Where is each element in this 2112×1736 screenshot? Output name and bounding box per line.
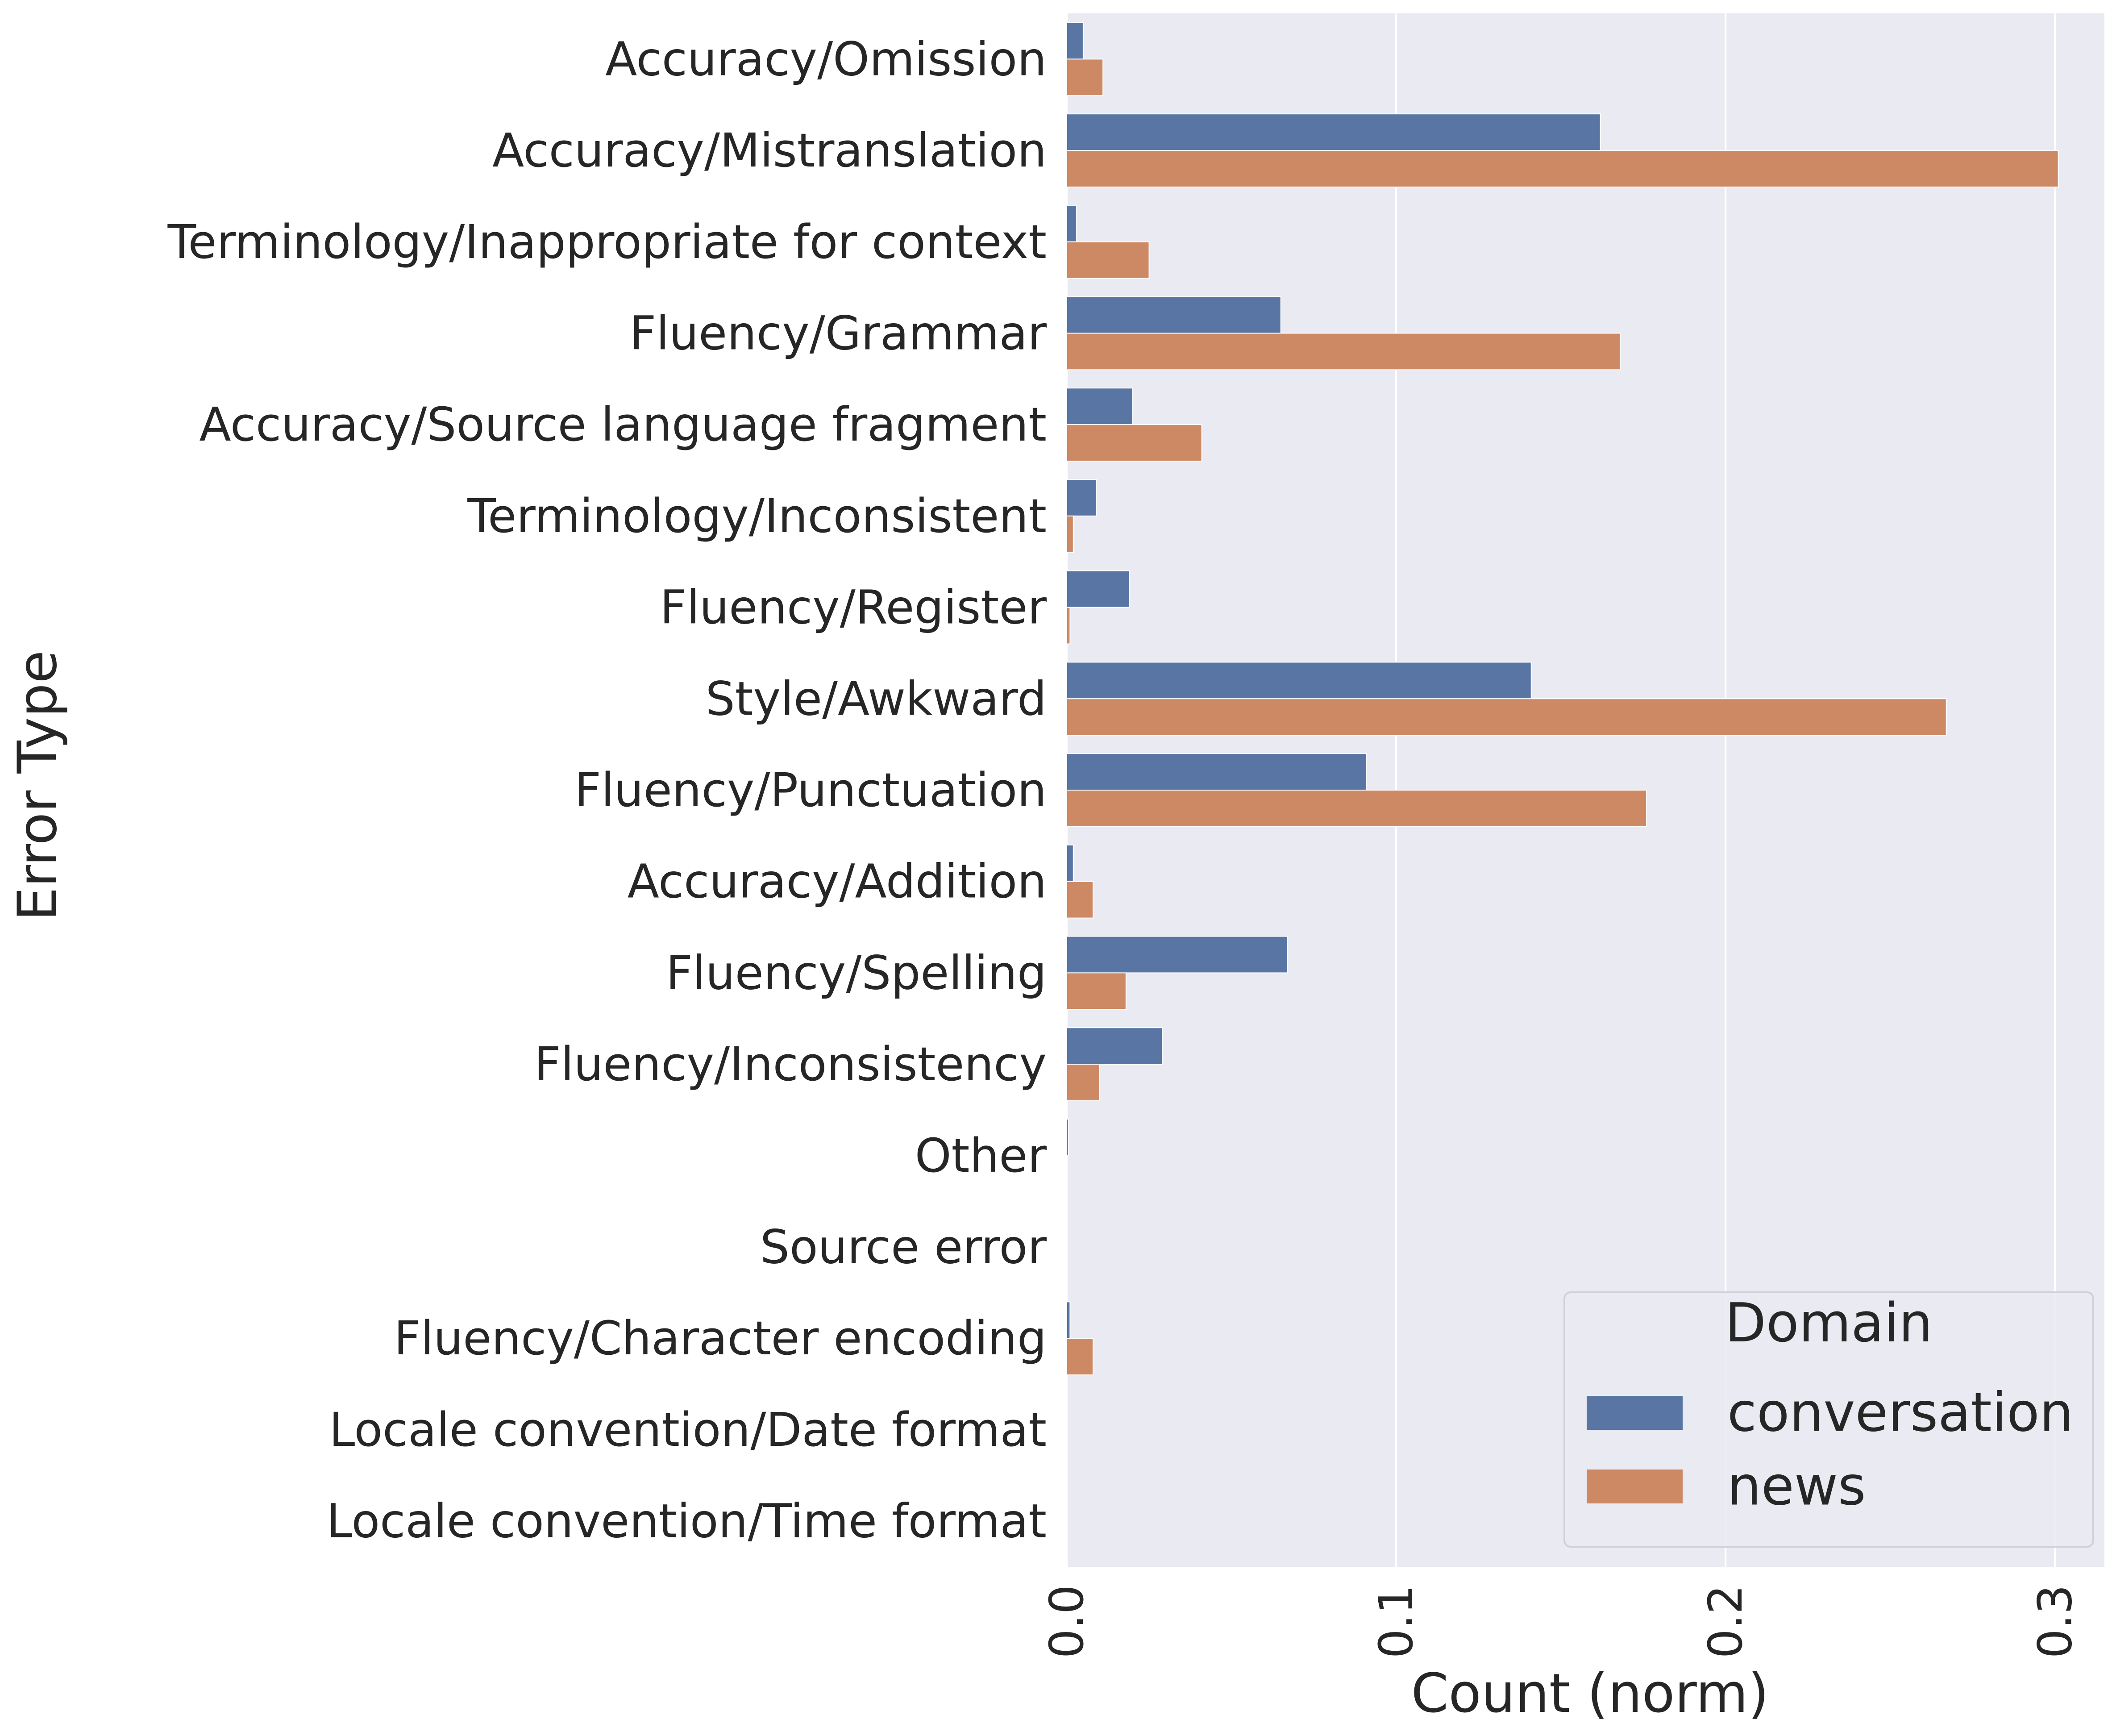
category-label-4: Accuracy/Source language fragment [200, 397, 1047, 452]
x-tick-labels: 0.0 0.1 0.2 0.3 [1039, 1585, 2082, 1658]
category-label-3: Fluency/Grammar [630, 306, 1047, 360]
bar-news-9 [1066, 881, 1094, 919]
bar-news-0 [1066, 58, 1104, 96]
bar-news-2 [1066, 241, 1150, 279]
category-label-13: Source error [760, 1220, 1047, 1274]
legend-swatch-conversation [1587, 1396, 1683, 1430]
bar-news-5 [1066, 515, 1074, 553]
category-label-11: Fluency/Inconsistency [534, 1037, 1047, 1091]
bar-conversation-6 [1066, 570, 1130, 608]
bar-conversation-8 [1066, 753, 1367, 791]
legend-label-conversation: conversation [1727, 1382, 2074, 1444]
legend-swatch-news [1587, 1470, 1683, 1503]
bar-conversation-10 [1066, 936, 1288, 974]
bar-conversation-14 [1066, 1301, 1071, 1339]
bar-conversation-9 [1066, 844, 1074, 882]
y-axis-title: Error Type [7, 650, 69, 921]
category-label-12: Other [915, 1128, 1047, 1183]
x-tick-label-2: 0.2 [1698, 1585, 1753, 1658]
category-label-8: Fluency/Punctuation [574, 763, 1047, 817]
category-label-6: Fluency/Register [660, 580, 1047, 635]
bar-news-14 [1066, 1338, 1094, 1376]
x-tick-label-0: 0.0 [1039, 1585, 1094, 1658]
category-label-7: Style/Awkward [706, 671, 1047, 726]
legend-title: Domain [1725, 1292, 1933, 1354]
legend-box [1563, 1291, 2094, 1548]
bar-conversation-3 [1066, 296, 1281, 334]
category-label-15: Locale convention/Date format [329, 1403, 1047, 1457]
category-label-10: Fluency/Spelling [666, 945, 1047, 1000]
bar-conversation-11 [1066, 1027, 1163, 1065]
category-label-14: Fluency/Character encoding [394, 1311, 1047, 1365]
x-axis-title: Count (norm) [1411, 1663, 1769, 1725]
bar-conversation-12 [1066, 1118, 1069, 1156]
x-tick-label-1: 0.1 [1369, 1585, 1423, 1658]
bar-conversation-1 [1066, 113, 1601, 151]
bar-news-7 [1066, 698, 1947, 736]
bar-news-1 [1066, 150, 2059, 187]
bar-conversation-7 [1066, 662, 1532, 699]
bar-news-10 [1066, 972, 1127, 1010]
bar-conversation-2 [1066, 204, 1077, 242]
category-label-2: Terminology/Inappropriate for context [167, 215, 1047, 269]
bar-conversation-5 [1066, 479, 1097, 516]
category-label-0: Accuracy/Omission [605, 32, 1047, 86]
bar-news-8 [1066, 790, 1647, 827]
category-label-5: Terminology/Inconsistent [467, 489, 1047, 543]
bars [1066, 22, 2059, 1376]
bar-news-11 [1066, 1064, 1100, 1102]
category-label-1: Accuracy/Mistranslation [492, 123, 1047, 178]
x-tick-label-3: 0.3 [2028, 1585, 2082, 1658]
category-label-9: Accuracy/Addition [628, 854, 1047, 909]
category-labels: Accuracy/Omission Accuracy/Mistranslation… [167, 32, 1047, 1548]
legend-label-news: news [1727, 1456, 1866, 1518]
bar-news-3 [1066, 333, 1621, 371]
category-label-16: Locale convention/Time format [326, 1494, 1047, 1549]
bar-conversation-4 [1066, 387, 1133, 425]
bar-conversation-0 [1066, 22, 1084, 60]
bar-news-4 [1066, 424, 1202, 462]
legend: Domain conversation news [1563, 1291, 2094, 1548]
bar-news-6 [1066, 607, 1071, 645]
